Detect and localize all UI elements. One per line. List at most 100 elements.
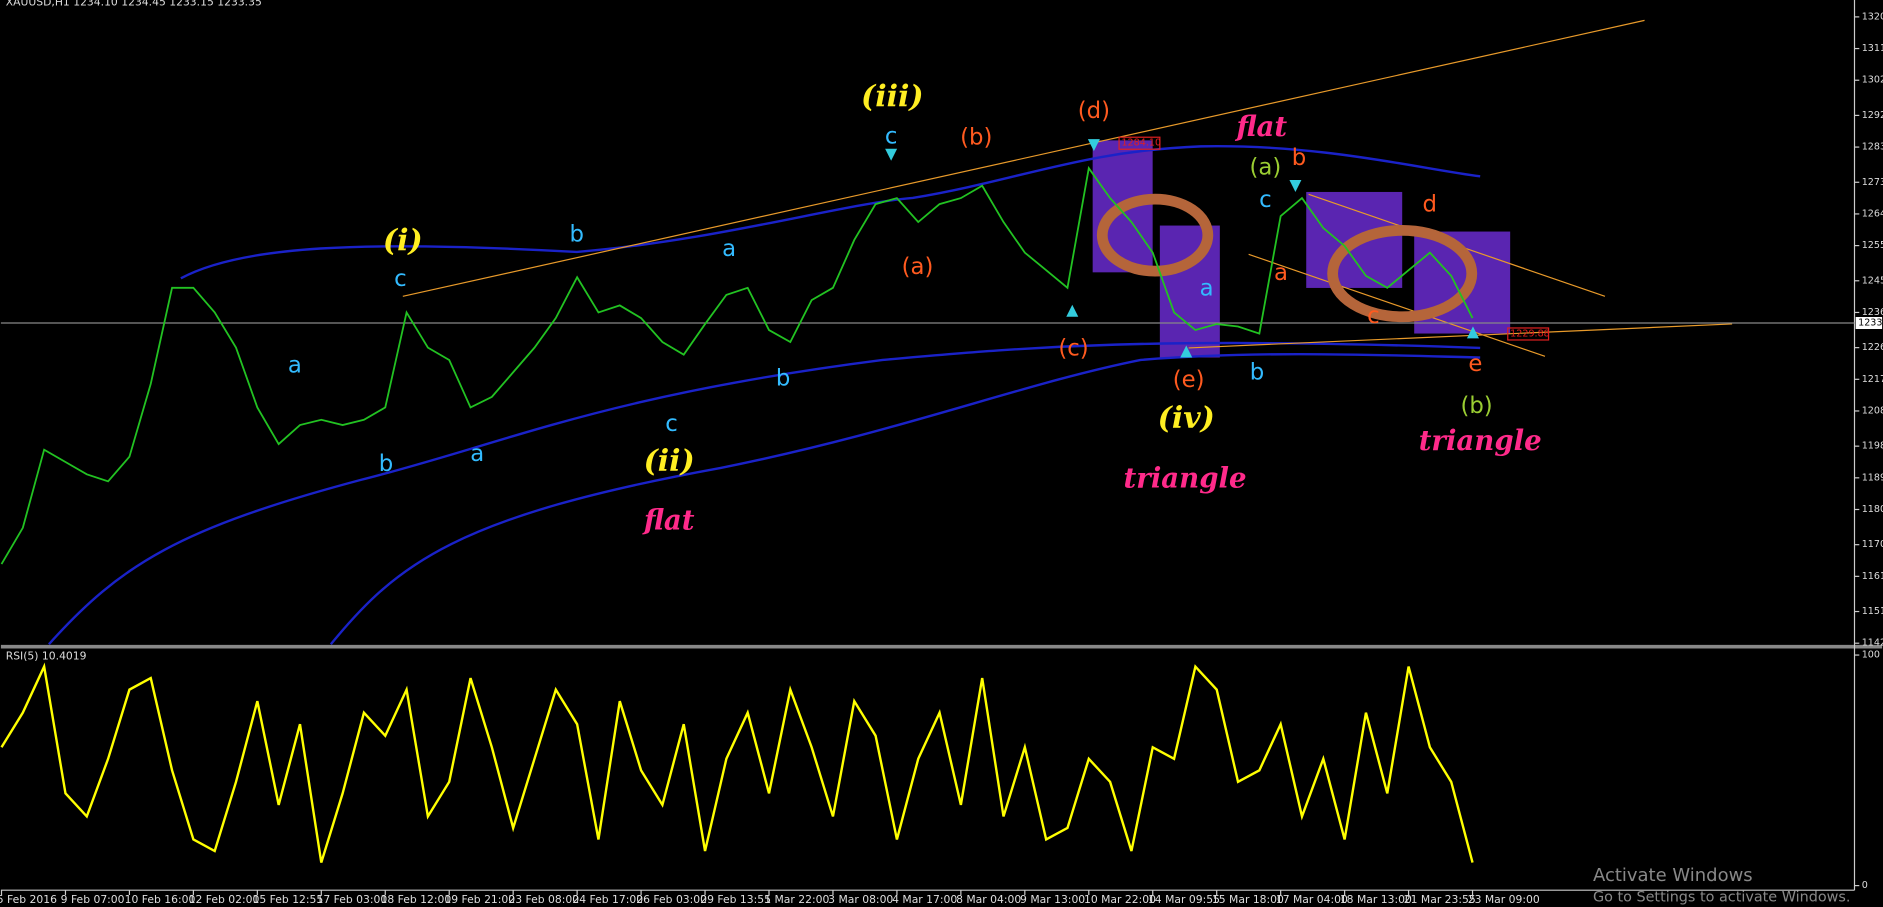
y-tick-label: 1217 <box>1862 374 1883 385</box>
x-tick-label: 14 Mar 09:55 <box>1148 893 1220 906</box>
watermark: Go to Settings to activate Windows. <box>1593 889 1850 905</box>
x-tick-label: 10 Feb 16:00 <box>125 893 196 906</box>
circle-mark <box>1096 193 1214 277</box>
lower-band-2 <box>329 352 1481 646</box>
price-tag <box>1118 136 1161 150</box>
wave-label: (d) <box>1078 98 1110 124</box>
y-tick-label: 1142 <box>1862 638 1883 649</box>
chart-title: XAUUSD,H1 1234.10 1234.45 1233.15 1233.3… <box>6 0 262 8</box>
x-tick-label: 4 Mar 17:00 <box>892 893 957 906</box>
wave-label: c <box>1367 303 1380 329</box>
x-tick-label: 29 Feb 13:55 <box>700 893 771 906</box>
trend-line <box>1188 323 1733 349</box>
x-tick-label: 21 Mar 23:55 <box>1404 893 1476 906</box>
y-tick-label: 1255 <box>1862 240 1883 251</box>
wave-label: c <box>1259 187 1272 213</box>
price-line <box>0 165 1474 565</box>
x-tick-label: 15 Feb 12:55 <box>253 893 324 906</box>
price-tag-label: 1284.10 <box>1121 138 1161 149</box>
wave-label: (e) <box>1173 367 1205 393</box>
wave-label: (b) <box>960 124 992 150</box>
arrows <box>885 139 1479 358</box>
x-tick-label: 15 Mar 18:00 <box>1212 893 1284 906</box>
x-tick-label: 10 Mar 22:00 <box>1084 893 1156 906</box>
upper-band <box>180 145 1481 280</box>
circle-mark <box>1327 224 1478 323</box>
wave-label: a <box>288 352 302 378</box>
watermark: Activate Windows <box>1593 865 1753 886</box>
wave-label: (c) <box>1058 336 1088 362</box>
x-tick-label: 1 Mar 22:00 <box>764 893 829 906</box>
y-tick-label: 1208 <box>1862 405 1883 416</box>
wave-label: b <box>1250 360 1264 386</box>
wave-label: a <box>1200 276 1214 302</box>
wave-label: (iv) <box>1158 401 1215 436</box>
x-tick-label: 9 Feb 07:00 <box>61 893 125 906</box>
y-tick-label: 1283 <box>1862 142 1883 153</box>
y-tick-label: 1264 <box>1862 208 1883 219</box>
x-tick-label: 19 Feb 21:00 <box>444 893 515 906</box>
x-tick-label: 17 Mar 04:00 <box>1276 893 1348 906</box>
wave-label: (ii) <box>644 444 695 479</box>
trend-line <box>1248 253 1546 357</box>
y-tick-label: 0 <box>1862 880 1868 891</box>
rsi-title: RSI(5) 10.4019 <box>6 649 87 662</box>
wave-label: triangle <box>1124 461 1247 494</box>
wave-label: a <box>1274 260 1288 286</box>
trend-line <box>402 19 1645 297</box>
wave-label: c <box>885 123 898 149</box>
wave-label: (iii) <box>861 79 924 114</box>
wave-label: a <box>470 441 484 467</box>
x-tick-label: 3 Mar 08:00 <box>828 893 893 906</box>
y-tick-label: 1180 <box>1862 504 1883 515</box>
y-tick-label: 100 <box>1862 650 1880 661</box>
y-tick-label: 1198 <box>1862 441 1883 452</box>
y-tick-label: 1170 <box>1862 539 1883 550</box>
rsi-line <box>0 662 1474 863</box>
wave-label: b <box>570 222 584 248</box>
price-tag-label: 1229.88 <box>1510 328 1550 339</box>
x-tick-label: 8 Mar 04:00 <box>956 893 1021 906</box>
x-tick-label: 26 Feb 03:00 <box>636 893 707 906</box>
y-tick-label: 1320 <box>1862 11 1883 22</box>
current-price-tag <box>1855 317 1883 330</box>
current-price-label: 1233 <box>1858 318 1882 329</box>
wave-label: triangle <box>1419 424 1542 457</box>
x-tick-label: 17 Feb 03:00 <box>316 893 387 906</box>
x-tick-label: 23 Feb 08:00 <box>508 893 579 906</box>
x-tick-label: 18 Mar 13:00 <box>1340 893 1412 906</box>
y-tick-label: 1273 <box>1862 177 1883 188</box>
wave-label: b <box>379 451 393 477</box>
y-tick-label: 1302 <box>1862 75 1883 86</box>
wave-label: (a) <box>902 254 934 280</box>
wave-label: (a) <box>1250 154 1282 180</box>
x-tick-label: 24 Feb 17:00 <box>572 893 643 906</box>
wave-label: c <box>394 266 407 292</box>
lower-band <box>48 341 1481 646</box>
wave-label: c <box>665 411 678 437</box>
y-tick-label: 1236 <box>1862 307 1883 318</box>
x-tick-label: 18 Feb 12:00 <box>380 893 451 906</box>
y-tick-label: 1189 <box>1862 472 1883 483</box>
x-tick-label: 12 Feb 02:00 <box>189 893 260 906</box>
wave-label: (b) <box>1460 393 1492 419</box>
wave-label: e <box>1468 351 1482 377</box>
x-tick-label: 23 Mar 09:00 <box>1468 893 1540 906</box>
x-tick-label: 9 Mar 13:00 <box>1020 893 1085 906</box>
y-tick-label: 1245 <box>1862 275 1883 286</box>
price-tag <box>1507 327 1550 341</box>
y-tick-label: 1226 <box>1862 342 1883 353</box>
wave-label: b <box>1292 145 1306 171</box>
wave-label: flat <box>642 503 695 536</box>
wave-label: b <box>776 366 790 392</box>
x-tick-label: 5 Feb 2016 <box>0 893 57 906</box>
y-tick-label: 1292 <box>1862 110 1883 121</box>
wave-label: flat <box>1234 110 1287 143</box>
wave-label: (i) <box>383 223 423 258</box>
wave-label: d <box>1423 192 1437 218</box>
